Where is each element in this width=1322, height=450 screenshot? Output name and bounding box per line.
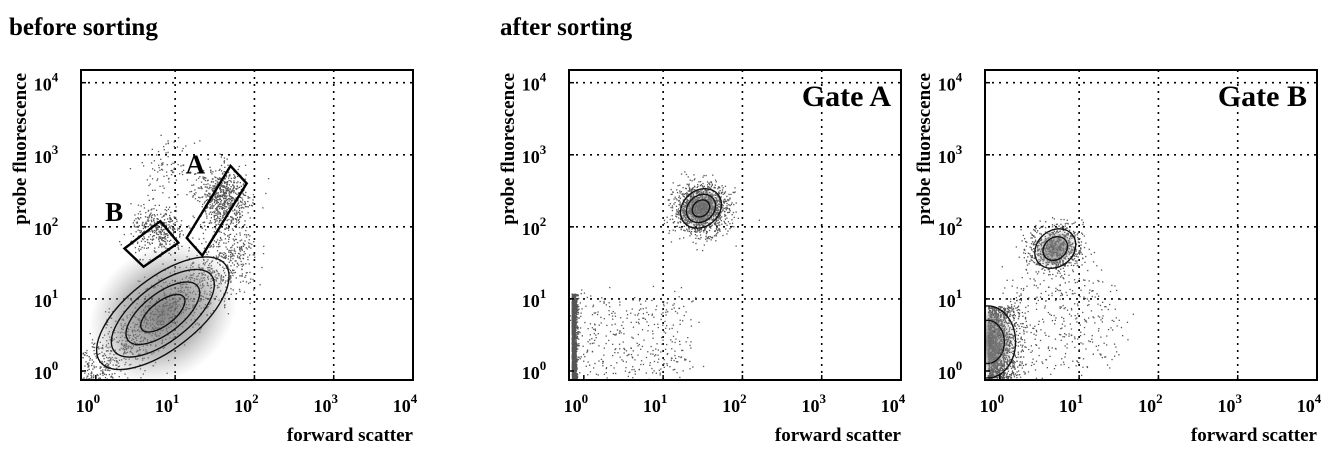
contour-line [110,268,216,358]
plot-area [985,70,1317,380]
x-tick-label: 100 [980,391,1005,416]
panel-title: Gate B [1218,80,1307,113]
x-tick-label: 101 [643,391,668,416]
contour-line [685,193,717,224]
y-tick-label: 101 [34,286,59,311]
density-shading [985,305,1016,378]
x-tick-label: 100 [564,391,589,416]
contour-line [985,319,1006,365]
y-tick-label: 104 [938,70,963,95]
population-1 [571,293,582,380]
population-0 [1015,217,1098,282]
y-tick-label: 104 [522,70,547,95]
y-tick-label: 103 [522,142,547,167]
density-shading [88,242,237,380]
title-before-sorting: before sorting [9,14,158,41]
x-tick-label: 104 [1297,391,1322,416]
x-tick-label: 101 [1059,391,1084,416]
contour-line [95,256,230,371]
title-after-sorting: after sorting [500,14,633,41]
x-axis-label: forward scatter [1191,425,1318,446]
contour-line [1034,228,1077,269]
y-axis-label: probe fluorescence [10,73,31,225]
x-tick-label: 103 [801,391,826,416]
population-0 [81,212,265,380]
plot-frame [568,69,902,381]
x-tick-label: 102 [1138,391,1163,416]
y-tick-label: 102 [938,214,963,239]
population-2 [990,266,1134,380]
population-0 [663,171,760,252]
plot-frame [80,69,414,381]
contour-line [691,199,711,218]
y-tick-label: 100 [522,358,547,383]
plot-frame [984,69,1318,381]
population-2 [569,285,705,380]
x-axis-label: forward scatter [287,425,414,446]
y-tick-label: 101 [938,286,963,311]
x-axis-label: forward scatter [775,425,902,446]
panel-gateB: 100 100 101 101 102 102 103 103 104 104 forward sc… [914,69,1322,446]
contour-line [140,293,186,333]
plot-area [81,70,413,380]
gate-B [122,219,181,269]
density-shading [1034,228,1076,269]
y-axis-label: probe fluorescence [914,73,935,225]
y-tick-label: 100 [34,358,59,383]
contour-line [1042,235,1069,262]
panel-before: 100 100 101 101 102 102 103 103 104 104 forward sc… [10,69,418,446]
x-tick-label: 100 [76,391,101,416]
gate-label-A: A [186,149,206,179]
y-tick-label: 102 [522,214,547,239]
panel-title: Gate A [802,80,891,113]
x-tick-label: 103 [1217,391,1242,416]
y-tick-label: 102 [34,214,59,239]
gate-label-B: B [105,197,123,227]
population-1 [985,305,1043,380]
x-tick-label: 103 [313,391,338,416]
contour-line [125,281,201,346]
y-tick-label: 104 [34,70,59,95]
panel-gateA: 100 100 101 101 102 102 103 103 104 104 forward sc… [498,69,906,446]
density-shading [680,188,722,229]
population-3 [129,134,212,197]
y-axis-label: probe fluorescence [498,73,519,225]
y-tick-label: 101 [522,286,547,311]
x-tick-label: 102 [234,391,259,416]
x-tick-label: 104 [881,391,906,416]
plot-area [569,70,901,380]
x-tick-label: 104 [393,391,418,416]
gate-A [185,163,249,258]
x-tick-label: 102 [722,391,747,416]
y-tick-label: 100 [938,358,963,383]
y-tick-label: 103 [34,142,59,167]
contour-line [679,187,723,229]
x-tick-label: 101 [155,391,180,416]
y-tick-label: 103 [938,142,963,167]
contour-line [985,305,1017,379]
